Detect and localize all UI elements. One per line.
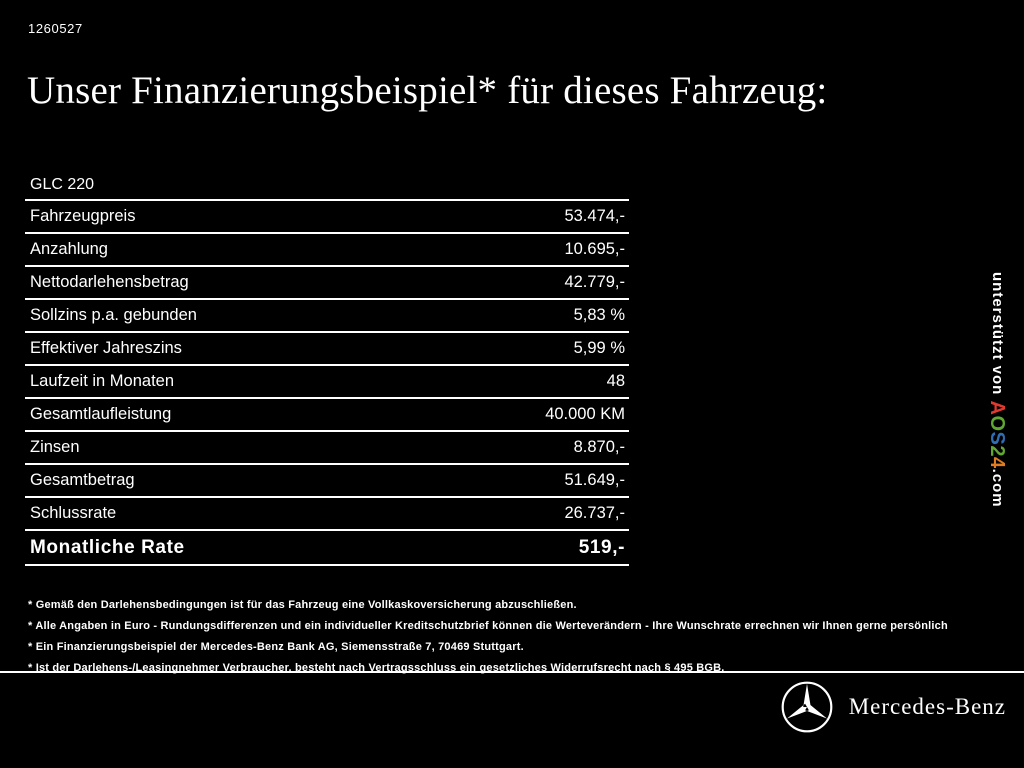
row-label: Laufzeit in Monaten bbox=[30, 372, 175, 390]
aos24-letter: 2 bbox=[986, 445, 1008, 457]
footnote: * Ein Finanzierungsbeispiel der Mercedes… bbox=[28, 641, 524, 653]
mercedes-star-icon bbox=[780, 680, 834, 734]
aos24-domain-suffix: .com bbox=[989, 468, 1006, 508]
row-value: 26.737,- bbox=[564, 504, 625, 522]
row-value: 51.649,- bbox=[564, 471, 625, 489]
row-label: Effektiver Jahreszins bbox=[30, 339, 182, 357]
table-row: Sollzins p.a. gebunden 5,83 % bbox=[25, 300, 629, 333]
footnote: * Gemäß den Darlehensbedingungen ist für… bbox=[28, 599, 577, 611]
aos24-letter: S bbox=[986, 431, 1008, 446]
supported-by-text: unterstützt von bbox=[989, 272, 1006, 401]
ref-number: 1260527 bbox=[28, 21, 83, 36]
row-value: 10.695,- bbox=[564, 240, 625, 258]
row-value: 42.779,- bbox=[564, 273, 625, 291]
table-row: Fahrzeugpreis 53.474,- bbox=[25, 201, 629, 234]
table-row: Gesamtbetrag 51.649,- bbox=[25, 465, 629, 498]
row-label: Monatliche Rate bbox=[30, 536, 185, 558]
row-label: Gesamtbetrag bbox=[30, 471, 135, 489]
supported-by-watermark: unterstützt von AOS24.com bbox=[985, 272, 1008, 508]
finance-table: GLC 220 Fahrzeugpreis 53.474,- Anzahlung… bbox=[25, 171, 629, 566]
table-row: Effektiver Jahreszins 5,99 % bbox=[25, 333, 629, 366]
row-label: Zinsen bbox=[30, 438, 80, 456]
row-label: Sollzins p.a. gebunden bbox=[30, 306, 197, 324]
row-value: 40.000 KM bbox=[545, 405, 625, 423]
row-label: Anzahlung bbox=[30, 240, 108, 258]
brand-wordmark: Mercedes-Benz bbox=[848, 694, 1006, 719]
table-row: Laufzeit in Monaten 48 bbox=[25, 366, 629, 399]
row-value: 8.870,- bbox=[573, 438, 625, 456]
row-value: 519,- bbox=[578, 536, 625, 558]
footer-brand: Mercedes-Benz bbox=[780, 680, 1006, 734]
table-row: Nettodarlehensbetrag 42.779,- bbox=[25, 267, 629, 300]
table-row: Gesamtlaufleistung 40.000 KM bbox=[25, 399, 629, 432]
row-label: Fahrzeugpreis bbox=[30, 207, 136, 225]
model-name: GLC 220 bbox=[25, 171, 629, 201]
table-row: Anzahlung 10.695,- bbox=[25, 234, 629, 267]
row-label: Gesamtlaufleistung bbox=[30, 405, 172, 423]
aos24-letter: O bbox=[986, 415, 1008, 432]
row-label: Nettodarlehensbetrag bbox=[30, 273, 189, 291]
footer-divider bbox=[0, 671, 1024, 673]
footnote: * Alle Angaben in Euro - Rundungsdiffere… bbox=[28, 620, 948, 632]
aos24-letter: 4 bbox=[986, 456, 1008, 469]
row-value: 53.474,- bbox=[564, 207, 625, 225]
row-value: 5,99 % bbox=[573, 339, 625, 357]
table-row: Schlussrate 26.737,- bbox=[25, 498, 629, 531]
aos24-letter: A bbox=[986, 400, 1008, 416]
table-row-monthly-rate: Monatliche Rate 519,- bbox=[25, 531, 629, 566]
row-value: 48 bbox=[606, 372, 625, 390]
table-row: Zinsen 8.870,- bbox=[25, 432, 629, 465]
row-label: Schlussrate bbox=[30, 504, 117, 522]
row-value: 5,83 % bbox=[573, 306, 625, 324]
page-title: Unser Finanzierungsbeispiel* für dieses … bbox=[27, 69, 828, 112]
